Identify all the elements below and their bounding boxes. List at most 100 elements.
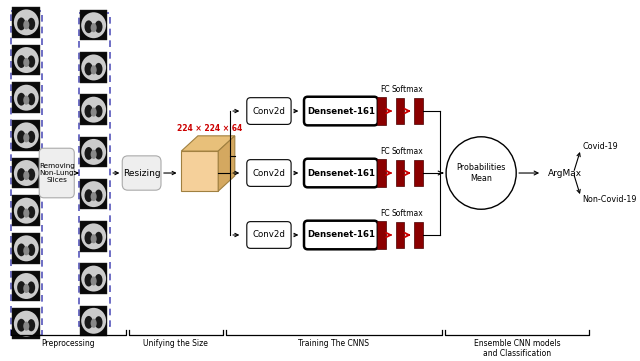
- Bar: [12, 195, 40, 226]
- Ellipse shape: [446, 137, 516, 209]
- Ellipse shape: [17, 17, 26, 30]
- Ellipse shape: [23, 322, 29, 331]
- Ellipse shape: [81, 181, 106, 207]
- Ellipse shape: [28, 169, 35, 180]
- FancyBboxPatch shape: [304, 97, 378, 125]
- Ellipse shape: [95, 274, 102, 286]
- Ellipse shape: [23, 58, 29, 67]
- Ellipse shape: [28, 18, 35, 30]
- Ellipse shape: [28, 206, 35, 218]
- Bar: [12, 308, 40, 339]
- Text: Softmax: Softmax: [392, 85, 423, 94]
- Bar: [12, 271, 40, 301]
- Ellipse shape: [28, 319, 35, 331]
- Bar: [414, 98, 422, 125]
- Ellipse shape: [14, 273, 39, 299]
- Text: Densenet-161: Densenet-161: [307, 106, 375, 116]
- Ellipse shape: [81, 266, 106, 292]
- Ellipse shape: [84, 105, 93, 118]
- Ellipse shape: [17, 281, 26, 294]
- Ellipse shape: [91, 277, 97, 286]
- Ellipse shape: [95, 316, 102, 329]
- Text: Non-Covid-19: Non-Covid-19: [582, 195, 637, 204]
- Text: Probabilities
Mean: Probabilities Mean: [456, 163, 506, 183]
- Bar: [80, 95, 108, 125]
- Text: Densenet-161: Densenet-161: [307, 169, 375, 178]
- Bar: [378, 159, 386, 187]
- Text: Training The CNNS: Training The CNNS: [298, 339, 369, 348]
- Ellipse shape: [91, 319, 97, 328]
- Ellipse shape: [95, 105, 102, 117]
- Ellipse shape: [28, 56, 35, 68]
- Bar: [12, 7, 40, 38]
- FancyBboxPatch shape: [247, 98, 291, 125]
- Text: Conv2d: Conv2d: [253, 230, 285, 239]
- FancyBboxPatch shape: [39, 148, 74, 198]
- Ellipse shape: [95, 232, 102, 244]
- Ellipse shape: [28, 282, 35, 293]
- Ellipse shape: [84, 316, 93, 329]
- Bar: [12, 233, 40, 264]
- Ellipse shape: [23, 246, 29, 255]
- FancyBboxPatch shape: [304, 221, 378, 249]
- Ellipse shape: [84, 62, 93, 75]
- Bar: [80, 221, 108, 252]
- Text: FC: FC: [380, 147, 390, 156]
- Ellipse shape: [14, 85, 39, 111]
- Ellipse shape: [23, 20, 29, 29]
- Ellipse shape: [23, 96, 29, 105]
- Bar: [80, 52, 108, 83]
- Ellipse shape: [28, 131, 35, 143]
- Ellipse shape: [91, 65, 97, 74]
- Ellipse shape: [84, 231, 93, 244]
- FancyBboxPatch shape: [122, 156, 161, 190]
- Bar: [12, 82, 40, 113]
- Ellipse shape: [81, 223, 106, 249]
- Text: Unifying the Size: Unifying the Size: [143, 339, 208, 348]
- Text: Removing
Non-Lung
Slices: Removing Non-Lung Slices: [39, 163, 75, 183]
- Ellipse shape: [14, 122, 39, 148]
- Text: ArgMax: ArgMax: [548, 169, 582, 178]
- Bar: [396, 98, 404, 125]
- Ellipse shape: [81, 139, 106, 165]
- Ellipse shape: [28, 93, 35, 105]
- Text: Preprocessing: Preprocessing: [42, 339, 95, 348]
- Ellipse shape: [81, 12, 106, 38]
- Polygon shape: [181, 136, 235, 151]
- Text: Softmax: Softmax: [392, 209, 423, 218]
- Ellipse shape: [23, 209, 29, 218]
- Ellipse shape: [17, 319, 26, 332]
- Ellipse shape: [14, 9, 39, 35]
- Bar: [80, 263, 108, 294]
- Ellipse shape: [84, 274, 93, 287]
- Bar: [396, 222, 404, 248]
- Text: FC: FC: [380, 209, 390, 218]
- Polygon shape: [218, 136, 235, 191]
- Ellipse shape: [17, 206, 26, 219]
- Text: Softmax: Softmax: [392, 147, 423, 156]
- Bar: [80, 10, 108, 40]
- Bar: [12, 120, 40, 151]
- Ellipse shape: [14, 160, 39, 186]
- Ellipse shape: [95, 21, 102, 33]
- Ellipse shape: [14, 311, 39, 337]
- Ellipse shape: [17, 168, 26, 181]
- Ellipse shape: [91, 192, 97, 201]
- Ellipse shape: [91, 150, 97, 159]
- Ellipse shape: [17, 130, 26, 143]
- Text: Conv2d: Conv2d: [253, 169, 285, 178]
- Ellipse shape: [14, 198, 39, 224]
- Ellipse shape: [91, 234, 97, 243]
- Ellipse shape: [17, 55, 26, 68]
- Bar: [378, 221, 386, 249]
- Ellipse shape: [23, 171, 29, 180]
- Ellipse shape: [81, 97, 106, 123]
- Ellipse shape: [95, 147, 102, 160]
- Text: Conv2d: Conv2d: [253, 106, 285, 116]
- Bar: [414, 160, 422, 186]
- Bar: [80, 137, 108, 167]
- Ellipse shape: [95, 190, 102, 202]
- Text: 224 × 224 × 64: 224 × 224 × 64: [177, 124, 243, 133]
- Ellipse shape: [95, 63, 102, 75]
- Bar: [12, 158, 40, 188]
